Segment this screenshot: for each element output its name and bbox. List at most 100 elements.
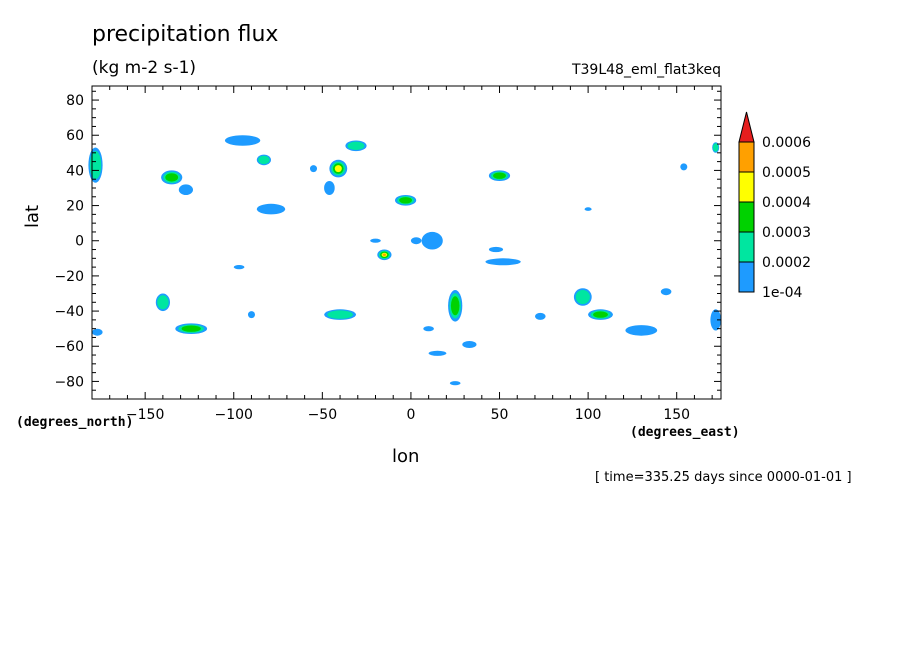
x-axis-units: (degrees_east) [630, 425, 740, 440]
contour-level-1 [256, 203, 286, 215]
colorbar-swatch [738, 261, 755, 293]
precip-cell-37 [584, 207, 592, 211]
precip-cell-29 [428, 350, 447, 356]
chart-title: precipitation flux [92, 22, 279, 47]
contour-level-2 [258, 155, 270, 165]
run-name: T39L48_eml_flat3keq [571, 62, 721, 78]
contour-level-1 [625, 325, 658, 336]
contour-level-1 [485, 258, 521, 266]
contour-level-1 [423, 326, 434, 332]
y-tick-label: 80 [66, 93, 84, 109]
axis-ticks [92, 86, 721, 400]
precip-cell-36 [423, 326, 434, 332]
colorbar-label: 0.0002 [762, 255, 811, 271]
precip-cell-3 [224, 135, 261, 146]
contour-level-4 [334, 165, 342, 173]
colorbar-swatch [738, 171, 755, 203]
precip-cell-27 [680, 163, 688, 171]
contour-level-3 [450, 296, 460, 316]
x-tick-label: −100 [215, 407, 253, 423]
contour-level-3 [593, 311, 608, 318]
contour-level-3 [165, 173, 179, 182]
contour-level-2 [327, 310, 353, 319]
contour-level-1 [370, 238, 381, 243]
precip-cell-31 [233, 265, 245, 270]
precip-cell-32 [535, 312, 546, 320]
precip-cell-6 [329, 159, 348, 178]
colorbar-swatch [738, 201, 755, 233]
precip-cell-20 [448, 290, 463, 322]
contour-level-1 [224, 135, 261, 146]
precip-cell-9 [310, 165, 317, 173]
chart-units: (kg m-2 s-1) [92, 58, 197, 78]
precip-cell-14 [485, 258, 521, 266]
y-tick-label: −60 [54, 339, 84, 355]
x-tick-label: 50 [491, 407, 509, 423]
contour-level-1 [660, 288, 672, 296]
x-axis-label: lon [392, 446, 420, 467]
contour-level-1 [710, 309, 721, 331]
contour-level-1 [428, 350, 447, 356]
precip-cell-24 [660, 288, 672, 296]
contour-level-1 [410, 237, 422, 245]
precip-cell-21 [573, 288, 592, 306]
y-axis-label: lat [22, 204, 43, 228]
contour-level-1 [178, 184, 193, 195]
precip-cell-33 [449, 381, 461, 386]
contour-level-1 [310, 165, 317, 173]
precip-cell-4 [256, 154, 271, 166]
contour-level-3 [181, 325, 201, 332]
x-tick-label: 100 [575, 407, 602, 423]
y-tick-label: −20 [54, 269, 84, 285]
contour-level-1 [488, 246, 504, 253]
plot-frame [91, 85, 722, 400]
precip-cell-30 [248, 311, 255, 319]
y-tick-label: 20 [66, 199, 84, 215]
y-tick-label: −40 [54, 304, 84, 320]
precip-cell-16 [155, 293, 170, 312]
y-tick-label: 0 [75, 234, 84, 250]
precip-cell-12 [377, 249, 392, 261]
colorbar-swatch-top [738, 111, 755, 143]
contour-level-1 [449, 381, 461, 386]
precip-cell-18 [92, 328, 103, 336]
colorbar: 1e-04 0.0002 0.0003 0.0004 0.0005 0.0006 [738, 111, 811, 301]
precip-cell-2 [178, 184, 193, 195]
precip-cell-23 [625, 325, 658, 336]
contour-level-1 [92, 328, 103, 336]
precip-cell-25 [710, 309, 721, 331]
precip-cell-17 [175, 323, 208, 335]
contour-level-2 [712, 143, 719, 152]
colorbar-label: 0.0005 [762, 165, 811, 181]
contour-level-1 [584, 207, 592, 211]
colorbar-label: 0.0004 [762, 195, 811, 211]
colorbar-label: 0.0003 [762, 225, 811, 241]
precip-cell-28 [462, 341, 477, 348]
contour-level-2 [575, 290, 590, 304]
contour-level-3 [493, 172, 506, 179]
precip-cell-10 [395, 195, 417, 206]
precip-cell-1 [161, 170, 183, 185]
colorbar-swatch [738, 141, 755, 173]
contour-level-1 [421, 231, 443, 250]
axis-tick-labels: −150 −100 −50 0 50 100 150 −80 −60 −40 −20 0 20 40 60 8… [54, 93, 690, 423]
x-tick-label: 0 [406, 407, 415, 423]
precip-cell-7 [324, 181, 335, 195]
precip-cell-19 [324, 309, 356, 320]
x-tick-label: −50 [308, 407, 338, 423]
contour-fills [88, 135, 721, 386]
precip-cell-13 [421, 231, 443, 250]
time-note: [ time=335.25 days since 0000-01-01 ] [595, 470, 852, 485]
precip-cell-26 [712, 142, 720, 153]
contour-level-1 [324, 181, 335, 195]
precip-cell-11 [488, 170, 511, 181]
colorbar-label: 1e-04 [762, 285, 802, 301]
precip-cell-15 [488, 246, 504, 253]
precip-cell-35 [410, 237, 422, 245]
precip-cell-34 [370, 238, 381, 243]
precip-cell-8 [345, 140, 367, 152]
x-tick-label: 150 [663, 407, 690, 423]
contour-level-3 [399, 197, 412, 204]
y-tick-label: 40 [66, 163, 84, 179]
